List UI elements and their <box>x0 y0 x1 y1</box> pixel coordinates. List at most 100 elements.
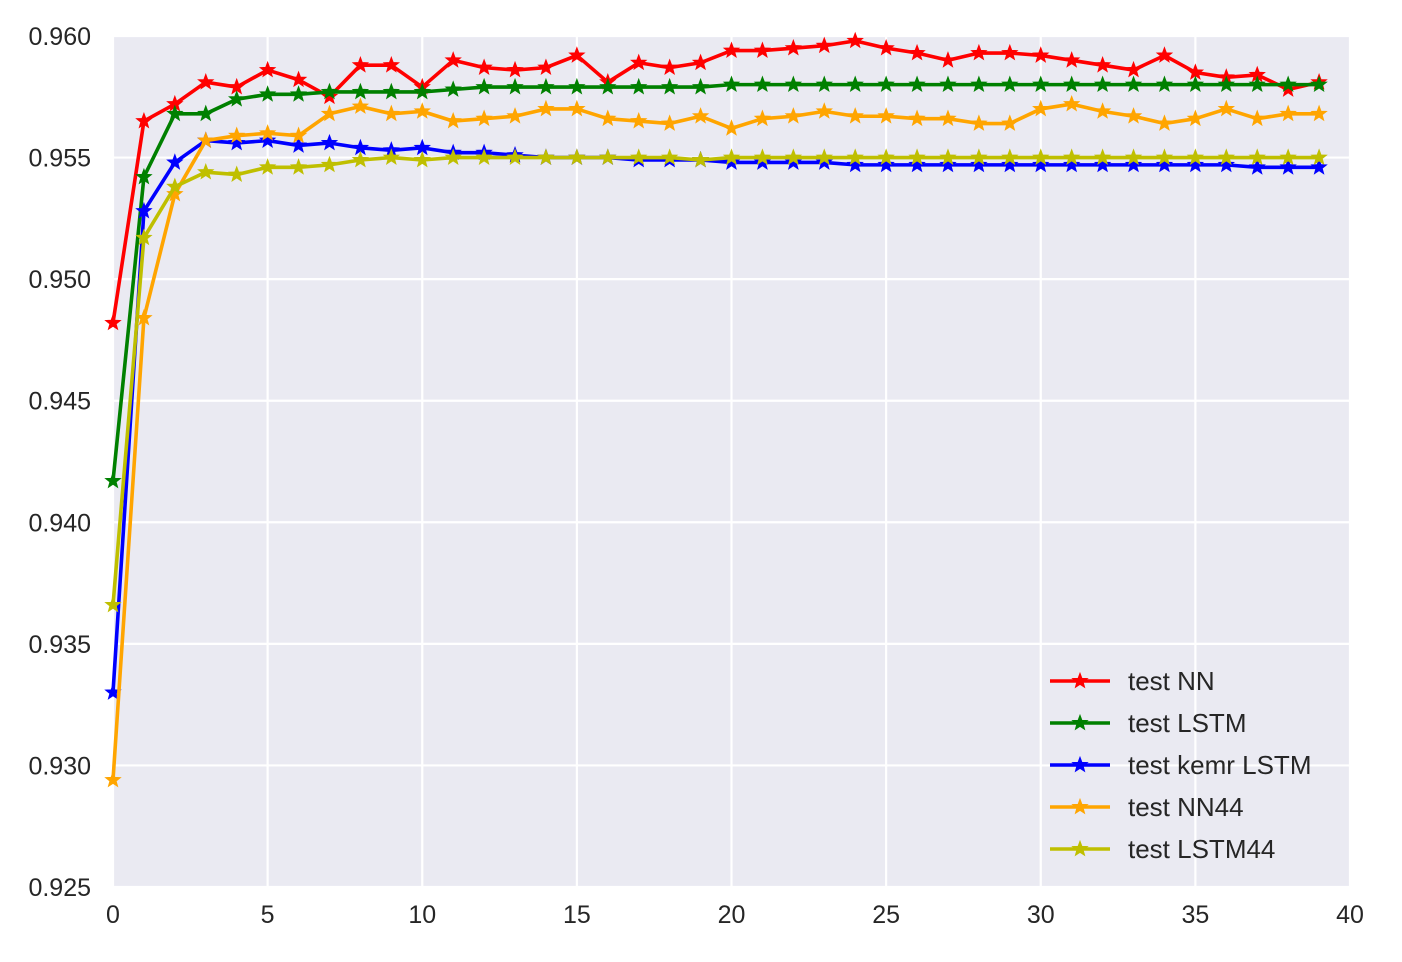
legend-marker <box>1071 797 1089 815</box>
data-point <box>722 119 741 136</box>
data-point <box>877 75 895 93</box>
data-point <box>197 73 215 90</box>
data-point <box>104 595 122 613</box>
data-point <box>413 150 431 168</box>
x-tick-label: 25 <box>872 901 900 929</box>
data-point <box>1093 148 1112 165</box>
y-tick-label: 0.960 <box>28 23 91 51</box>
series-test-nn <box>104 31 1328 331</box>
data-point <box>1032 148 1050 165</box>
data-point <box>382 56 401 73</box>
data-point <box>1124 107 1143 124</box>
legend-label: test NN44 <box>1128 792 1244 822</box>
data-point <box>135 201 153 219</box>
data-point <box>1248 75 1266 93</box>
data-point <box>351 82 370 100</box>
data-point <box>660 114 679 131</box>
x-tick-label: 30 <box>1027 901 1055 929</box>
data-point <box>722 153 741 170</box>
data-point <box>630 111 648 129</box>
data-point <box>1186 109 1205 127</box>
legend-label: test LSTM44 <box>1128 834 1275 864</box>
data-point <box>1001 155 1019 173</box>
data-point <box>568 77 586 95</box>
data-point <box>1032 46 1050 63</box>
data-point <box>444 80 462 97</box>
data-point <box>877 39 895 56</box>
data-point <box>660 148 679 165</box>
data-point <box>970 148 988 165</box>
gridlines <box>111 34 1352 889</box>
data-point <box>1001 75 1019 93</box>
data-point <box>289 85 308 102</box>
x-tick-label: 20 <box>718 901 746 929</box>
data-point <box>939 155 957 173</box>
data-point <box>444 111 462 129</box>
legend-marker <box>1071 713 1089 731</box>
data-point <box>351 97 370 114</box>
data-point <box>1001 43 1019 61</box>
data-point <box>1310 75 1328 93</box>
data-point <box>1279 75 1297 93</box>
data-point <box>1124 75 1143 93</box>
data-point <box>939 148 957 165</box>
legend: test NN test LSTM test kemr LSTM test NN44 t… <box>1050 666 1311 864</box>
series-test-nn44 <box>104 94 1328 788</box>
data-point <box>908 75 926 93</box>
data-point <box>475 109 493 127</box>
data-point <box>104 770 122 788</box>
x-tick-label: 5 <box>261 901 275 929</box>
data-point <box>753 153 772 170</box>
data-point <box>1032 75 1050 93</box>
y-tick-label: 0.930 <box>28 752 91 780</box>
data-point <box>691 77 710 95</box>
data-point <box>970 43 988 61</box>
data-point <box>506 107 524 124</box>
data-point <box>568 46 586 63</box>
data-point <box>877 148 895 165</box>
data-point <box>1279 104 1297 122</box>
data-point <box>413 82 431 100</box>
series-line <box>111 39 1320 324</box>
data-point <box>846 31 864 49</box>
data-point <box>258 158 277 175</box>
data-point <box>1124 148 1143 165</box>
data-point <box>1093 102 1112 119</box>
data-point <box>784 153 803 170</box>
data-point <box>784 148 803 165</box>
data-point <box>691 107 710 124</box>
data-point <box>753 148 772 165</box>
data-point <box>166 177 184 195</box>
legend-label: test LSTM <box>1128 708 1246 738</box>
data-point <box>846 148 864 165</box>
data-point <box>351 56 370 73</box>
data-point <box>228 133 246 151</box>
data-point <box>599 109 617 127</box>
data-point <box>537 148 555 165</box>
data-point <box>444 51 462 68</box>
data-point <box>320 82 339 100</box>
data-point <box>320 133 339 151</box>
data-point <box>1279 148 1297 165</box>
data-point <box>1062 75 1081 93</box>
data-point <box>1310 158 1328 175</box>
data-point <box>599 77 617 95</box>
data-point <box>506 148 524 165</box>
data-point <box>1032 155 1050 173</box>
series-test-lstm44 <box>104 148 1328 613</box>
data-point <box>135 228 153 246</box>
data-point <box>815 153 833 170</box>
data-point <box>197 163 215 180</box>
data-point <box>1062 155 1081 173</box>
data-point <box>1124 60 1143 78</box>
data-point <box>722 148 741 165</box>
data-point <box>908 109 926 127</box>
legend-item: test NN <box>1050 666 1215 696</box>
data-point <box>1124 155 1143 173</box>
data-point <box>1093 56 1112 73</box>
y-tick-label: 0.925 <box>28 874 91 902</box>
x-tick-label: 0 <box>106 901 120 929</box>
y-tick-label: 0.950 <box>28 266 91 294</box>
data-point <box>846 155 864 173</box>
legend-marker <box>1071 839 1089 857</box>
